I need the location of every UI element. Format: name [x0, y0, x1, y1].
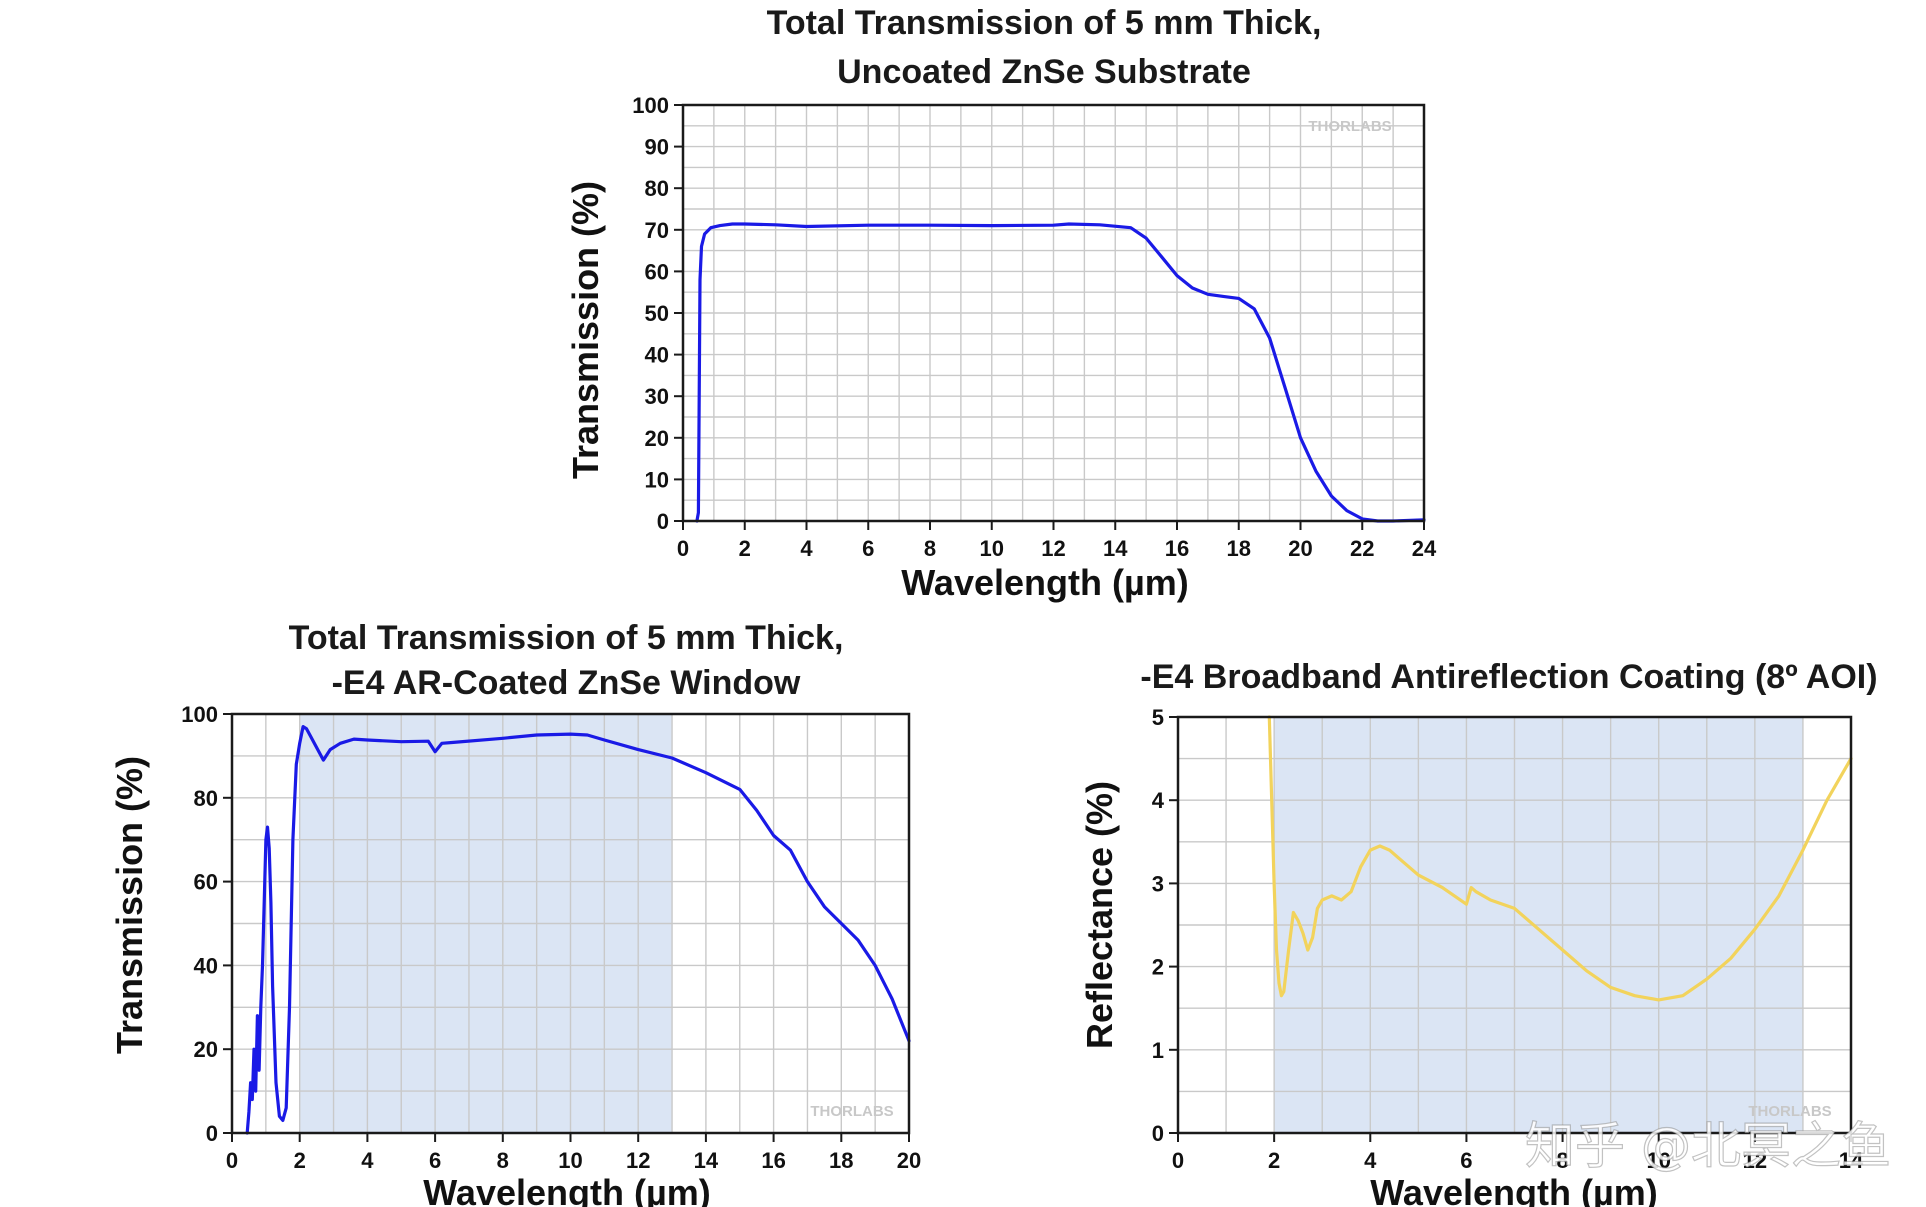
y-tick-label: 20 — [645, 426, 669, 451]
x-tick-label: 12 — [626, 1148, 650, 1173]
chart-title-line-2: -E4 AR-Coated ZnSe Window — [332, 664, 801, 702]
x-tick-label: 6 — [862, 536, 874, 561]
y-tick-label: 70 — [645, 218, 669, 243]
chart-title-line-1: Total Transmission of 5 mm Thick, — [289, 619, 844, 657]
y-tick-label: 10 — [645, 467, 669, 492]
x-tick-label: 0 — [677, 536, 689, 561]
x-tick-label: 10 — [558, 1148, 582, 1173]
thorlabs-watermark: THORLABS — [1748, 1103, 1831, 1120]
series-line — [695, 222, 1426, 523]
y-axis-label: Transmission (%) — [565, 181, 606, 479]
zhihu-watermark: 知乎 @北冥之鱼 — [1525, 1117, 1891, 1175]
x-tick-label: 8 — [1556, 1148, 1568, 1173]
y-tick-label: 60 — [645, 259, 669, 284]
chart-title-line-1: Total Transmission of 5 mm Thick, — [767, 4, 1322, 42]
x-axis-label: Wavelength (µm) — [1370, 1172, 1657, 1207]
plot-area: 0 2 4 6 8 10 12 14 16 18 20 22 240102030405060708090… — [632, 93, 1437, 561]
y-axis-label: Transmission (%) — [109, 756, 150, 1054]
x-tick-label: 24 — [1412, 536, 1437, 561]
chart-uncoated-transmission: Total Transmission of 5 mm Thick, Uncoat… — [565, 4, 1437, 603]
tick-marks — [674, 104, 1425, 530]
x-tick-label: 2 — [294, 1148, 306, 1173]
y-tick-label: 2 — [1152, 955, 1164, 980]
y-tick-label: 0 — [206, 1121, 218, 1146]
x-tick-label: 16 — [1165, 536, 1189, 561]
x-tick-label: 14 — [1839, 1148, 1864, 1173]
x-tick-label: 2 — [739, 536, 751, 561]
x-tick-label: 20 — [897, 1148, 921, 1173]
y-tick-label: 20 — [194, 1037, 218, 1062]
y-tick-label: 60 — [194, 870, 218, 895]
chart-title: -E4 Broadband Antireflection Coating (8º… — [1140, 658, 1877, 696]
y-tick-label: 1 — [1152, 1038, 1164, 1063]
grid-lines — [683, 105, 1424, 521]
x-tick-label: 14 — [694, 1148, 719, 1173]
y-tick-label: 5 — [1152, 705, 1164, 730]
y-tick-label: 50 — [645, 301, 669, 326]
x-tick-label: 0 — [226, 1148, 238, 1173]
plot-frame — [1176, 715, 1853, 1135]
x-axis-label: Wavelength (µm) — [901, 562, 1188, 603]
y-axis-label: Reflectance (%) — [1079, 781, 1120, 1049]
tick-marks — [223, 713, 910, 1142]
x-tick-label: 10 — [1646, 1148, 1670, 1173]
y-tick-label: 80 — [645, 176, 669, 201]
y-tick-label: 4 — [1152, 788, 1165, 813]
y-tick-label: 40 — [194, 953, 218, 978]
y-tick-label: 30 — [645, 384, 669, 409]
y-tick-label: 90 — [645, 135, 669, 160]
x-tick-label: 20 — [1288, 536, 1312, 561]
plot-area: 0 2 4 6 8 10 12 14 16 18 20 0 20 40 60 80 100 — [181, 702, 921, 1173]
chart-title-line-2: Uncoated ZnSe Substrate — [837, 53, 1251, 91]
x-tick-label: 8 — [924, 536, 936, 561]
x-tick-label: 8 — [497, 1148, 509, 1173]
grid-lines — [232, 714, 909, 1133]
x-tick-label: 6 — [1460, 1148, 1472, 1173]
x-tick-label: 4 — [1364, 1148, 1377, 1173]
x-tick-label: 12 — [1041, 536, 1065, 561]
x-tick-label: 22 — [1350, 536, 1374, 561]
x-tick-label: 4 — [361, 1148, 374, 1173]
x-tick-label: 18 — [829, 1148, 853, 1173]
thorlabs-watermark: THORLABS — [1308, 118, 1391, 135]
x-tick-label: 16 — [761, 1148, 785, 1173]
chart-ar-coated-transmission: Total Transmission of 5 mm Thick, -E4 AR… — [109, 619, 921, 1207]
y-tick-label: 0 — [657, 509, 669, 534]
series-line — [245, 724, 911, 1135]
x-tick-label: 12 — [1743, 1148, 1767, 1173]
y-tick-label: 3 — [1152, 871, 1164, 896]
x-tick-label: 18 — [1227, 536, 1251, 561]
y-tick-label: 100 — [181, 702, 218, 727]
series-line — [1267, 715, 1853, 1002]
y-tick-label: 0 — [1152, 1121, 1164, 1146]
y-tick-label: 40 — [645, 343, 669, 368]
x-tick-label: 4 — [800, 536, 813, 561]
thorlabs-watermark: THORLABS — [810, 1103, 893, 1120]
x-tick-label: 10 — [980, 536, 1004, 561]
chart-ar-coating-reflectance: -E4 Broadband Antireflection Coating (8º… — [1079, 658, 1878, 1207]
tick-marks — [1169, 716, 1852, 1142]
x-tick-label: 14 — [1103, 536, 1128, 561]
x-axis-label: Wavelength (µm) — [423, 1172, 710, 1207]
y-tick-label: 80 — [194, 786, 218, 811]
x-tick-label: 0 — [1172, 1148, 1184, 1173]
x-tick-label: 6 — [429, 1148, 441, 1173]
x-tick-label: 2 — [1268, 1148, 1280, 1173]
y-tick-label: 100 — [632, 93, 669, 118]
grid-lines — [1178, 717, 1851, 1133]
